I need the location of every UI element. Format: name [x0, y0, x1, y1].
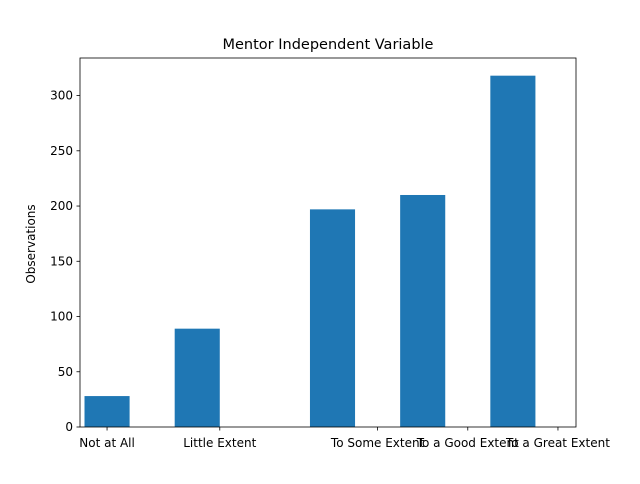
bar-not-at-all	[84, 396, 130, 427]
bar-little-extent	[174, 328, 220, 427]
y-tick-label: 200	[50, 199, 73, 213]
y-tick-label: 150	[50, 254, 73, 268]
bar-to-a-great-extent	[490, 75, 536, 428]
x-tick-label: To a Good Extent	[416, 436, 519, 450]
y-tick-label: 0	[65, 420, 73, 434]
x-ticks-group: Not at All Little Extent To Some ExtentTo …	[79, 427, 610, 450]
y-tick-label: 250	[50, 144, 73, 158]
y-tick-label: 100	[50, 310, 73, 324]
x-tick-label: To Some Extent	[330, 436, 425, 450]
x-tick-label: To a Great Extent	[505, 436, 610, 450]
y-tick-label: 50	[58, 365, 73, 379]
x-tick-label: Little Extent	[183, 436, 256, 450]
y-axis-label: Observations	[24, 204, 38, 283]
y-ticks-group: 0 50 100 150 200 250 300	[50, 89, 80, 434]
bar-to-a-good-extent	[400, 194, 446, 427]
bars-group	[84, 75, 536, 428]
y-tick-label: 300	[50, 89, 73, 103]
x-tick-label: Not at All	[79, 436, 135, 450]
axes-frame	[79, 57, 577, 428]
chart-title: Mentor Independent Variable	[223, 37, 434, 53]
axes-spines	[79, 57, 577, 428]
bar-to-some-extent	[309, 209, 356, 427]
